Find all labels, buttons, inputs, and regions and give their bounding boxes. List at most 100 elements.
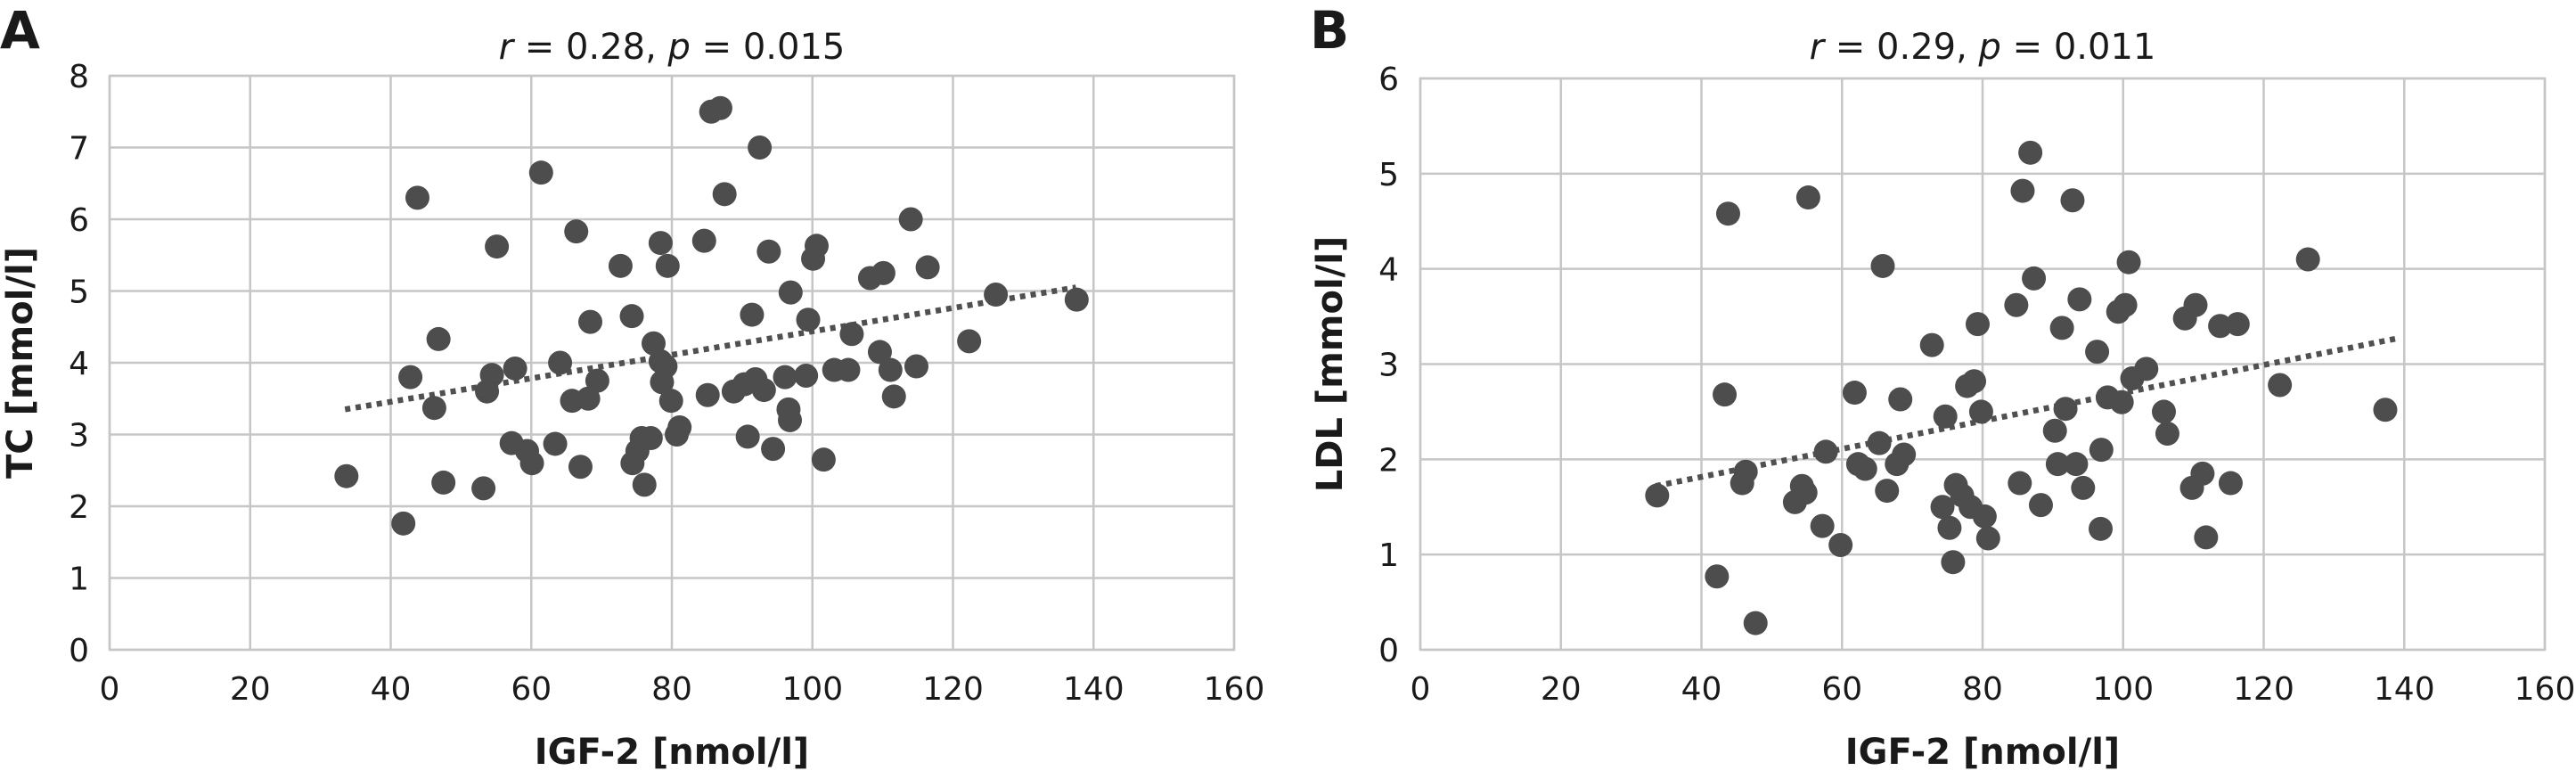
panel-b-data-point (1930, 495, 1955, 520)
panel-a-data-point (431, 470, 456, 495)
panel-a-data-point (398, 365, 423, 390)
panel-b-subtitle: r = 0.29, p = 0.011 (1810, 27, 2156, 68)
panel-a-data-point (811, 447, 836, 472)
panel-b-data-point (2004, 292, 2029, 317)
panel-b-data-point (2218, 471, 2243, 496)
panel-a-data-point (748, 135, 773, 160)
panel-a-letter: A (0, 0, 40, 61)
panel-b-data-point (1972, 504, 1997, 529)
panel-a-data-point (836, 357, 861, 382)
panel-b-data-point (1867, 430, 1892, 455)
panel-b-data-point (2071, 475, 2096, 500)
panel-b-y-axis-title: LDL [mmol/l] (1310, 236, 1351, 493)
panel-a-data-point (578, 309, 603, 334)
panel-a-x-axis-title: IGF-2 [nmol/l] (535, 732, 809, 773)
panel-b-data-point (1645, 483, 1670, 508)
panel-a-data-point (667, 414, 692, 439)
panel-a-y-tick-label: 8 (69, 59, 89, 95)
panel-a-data-point (904, 354, 928, 379)
panel-a-data-point (548, 350, 573, 375)
panel-b-data-point (2183, 292, 2208, 317)
panel-a-data-point (915, 255, 940, 280)
panel-b-data-point (2109, 390, 2134, 414)
panel-b-data-point (1705, 564, 1730, 589)
panel-a-data-point (619, 304, 644, 329)
panel-a-data-point (691, 228, 716, 253)
panel-b-data-point (2134, 357, 2159, 381)
panel-b-data-point (1852, 456, 1877, 481)
panel-b-data-point (2045, 452, 2070, 477)
panel-a-y-tick-label: 1 (69, 562, 89, 598)
panel-b-data-point (1713, 382, 1738, 407)
panel-b-data-point (2022, 266, 2047, 291)
panel-a-data-point (794, 363, 819, 388)
panel-a-y-tick-label: 2 (69, 489, 89, 526)
panel-a-y-tick-label: 3 (69, 418, 89, 455)
panel-b-data-point (1888, 387, 1913, 412)
panel-b-data-point (2010, 178, 2035, 203)
panel-a-data-point (796, 308, 821, 332)
panel-a-data-point (658, 389, 683, 414)
panel-b-data-point (2089, 438, 2114, 463)
panel-b-data-point (1715, 201, 1740, 226)
panel-a-data-point (867, 340, 892, 365)
panel-a-x-tick-label: 140 (1063, 671, 1124, 708)
panel-a-data-point (485, 234, 510, 259)
panel-b-data-point (2060, 188, 2085, 213)
panel-b-data-point (2008, 471, 2032, 496)
panel-b-data-point (1965, 312, 1990, 337)
panel-a-data-point (479, 363, 504, 388)
panel-a-data-point (735, 424, 760, 449)
panel-a-data-point (608, 253, 633, 278)
panel-a-data-point (655, 253, 680, 278)
panel-b-data-point (2155, 421, 2179, 446)
panel-b-y-tick-label: 3 (1378, 348, 1399, 384)
panel-a-data-point (334, 463, 359, 488)
panel-b-data-point (2028, 493, 2053, 518)
panel-a-data-point (756, 239, 781, 264)
panel-b-data-point (2151, 399, 2176, 424)
panel-a-data-point (543, 431, 568, 456)
panel-a-x-tick-label: 100 (781, 671, 843, 708)
panel-b-data-point (1875, 479, 1900, 504)
panel-a-data-point (773, 365, 797, 390)
panel-b-data-point (2049, 316, 2074, 340)
panel-a-data-point (984, 283, 1009, 308)
panel-a-data-point (712, 182, 737, 207)
panel-b-data-point (1810, 513, 1835, 538)
panel-b-x-tick-label: 0 (1411, 671, 1431, 708)
panel-b-data-point (1968, 399, 1993, 424)
panel-b-x-tick-label: 120 (2233, 671, 2294, 708)
panel-a-x-tick-label: 20 (230, 671, 271, 708)
panel-a-data-point (653, 354, 678, 379)
panel-a-data-point (585, 368, 609, 393)
panel-b-data-point (2089, 516, 2114, 541)
panel-b-data-point (2225, 312, 2250, 337)
panel-a-y-tick-label: 0 (69, 633, 89, 669)
panel-a-data-point (804, 234, 829, 258)
panel-a-data-point (957, 329, 982, 354)
panel-a-data-point (881, 384, 906, 409)
panel-a-data-point (761, 437, 786, 462)
panel-b-data-point (2373, 398, 2398, 422)
panel-b-x-tick-label: 140 (2374, 671, 2435, 708)
panel-b-y-tick-label: 5 (1378, 157, 1399, 193)
panel-a-y-axis-title: TC [mmol/l] (0, 247, 41, 479)
panel-a-data-point (648, 231, 673, 256)
panel-a-x-tick-label: 60 (511, 671, 552, 708)
panel-b-data-point (2053, 397, 2078, 422)
panel-b-data-point (2064, 452, 2089, 477)
panel-b-letter: B (1310, 0, 1349, 61)
panel-b-data-point (2208, 314, 2233, 339)
panel-b-data-point (2268, 373, 2293, 398)
panel-b-data-point (1941, 550, 1966, 575)
panel-b-data-point (2042, 418, 2067, 443)
panel-a-y-tick-label: 6 (69, 202, 89, 239)
panel-b-data-point (1933, 404, 1958, 429)
panel-a-data-point (695, 382, 720, 407)
panel-b-data-point (1975, 526, 2000, 551)
panel-a-plot-frame (108, 74, 1236, 652)
panel-b-x-tick-label: 80 (1962, 671, 2003, 708)
panel-a-data-point (740, 302, 765, 327)
